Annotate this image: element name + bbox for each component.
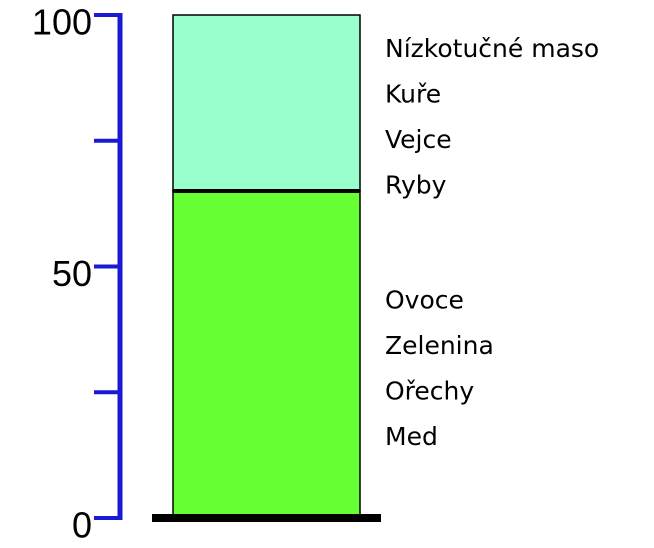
segment-label: Zelenina bbox=[385, 331, 494, 360]
y-tick-label: 0 bbox=[72, 505, 92, 546]
segment-label: Nízkotučné maso bbox=[385, 34, 599, 63]
segment-label: Ořechy bbox=[385, 376, 474, 405]
segment-label: Med bbox=[385, 422, 438, 451]
segment-label: Ryby bbox=[385, 170, 447, 199]
y-tick-label: 100 bbox=[32, 2, 92, 43]
bar-segment bbox=[172, 190, 361, 519]
segment-label: Kuře bbox=[385, 79, 441, 108]
segment-label: Vejce bbox=[385, 125, 452, 154]
bar-segment bbox=[172, 14, 361, 192]
y-tick-label: 50 bbox=[52, 253, 92, 294]
segment-label: Ovoce bbox=[385, 285, 464, 314]
